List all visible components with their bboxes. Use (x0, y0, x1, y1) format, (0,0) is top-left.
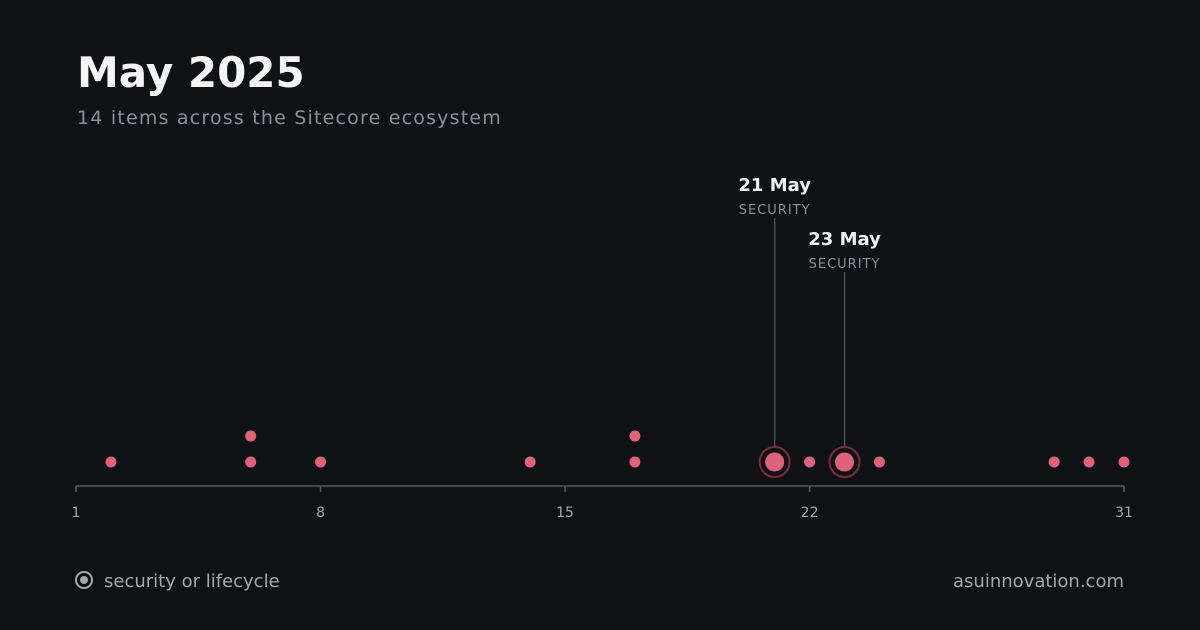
highlight-dot (765, 452, 785, 472)
x-tick-label: 8 (316, 505, 325, 521)
highlight-dot (835, 452, 855, 472)
highlight-halo (758, 446, 791, 478)
highlight-halo (828, 446, 861, 478)
dot (524, 456, 536, 468)
legend-icon-dot (80, 576, 88, 584)
x-tick-label: 1 (72, 505, 81, 521)
footer: asuinnovation.com (953, 571, 1124, 592)
dot (1048, 456, 1060, 468)
dot (629, 430, 641, 442)
dot (245, 430, 257, 442)
annotation-label: 21 May (738, 175, 811, 196)
annotation-label: 23 May (808, 229, 881, 250)
dot (873, 456, 885, 468)
annotation-tag: SECURITY (809, 257, 881, 272)
chart-subtitle: 14 items across the Sitecore ecosystem (77, 107, 502, 129)
dot (1083, 456, 1095, 468)
x-tick-label: 15 (556, 505, 574, 521)
x-tick-label: 22 (801, 505, 819, 521)
dot (629, 456, 641, 468)
chart-title: May 2025 (77, 48, 305, 97)
dot (105, 456, 117, 468)
annotation-tag: SECURITY (739, 203, 811, 218)
dot (245, 456, 257, 468)
dot (804, 456, 816, 468)
legend-icon-ring (75, 571, 93, 589)
dot (1118, 456, 1130, 468)
x-tick-label: 31 (1115, 505, 1133, 521)
dot (315, 456, 327, 468)
legend-label: security or lifecycle (104, 571, 280, 592)
